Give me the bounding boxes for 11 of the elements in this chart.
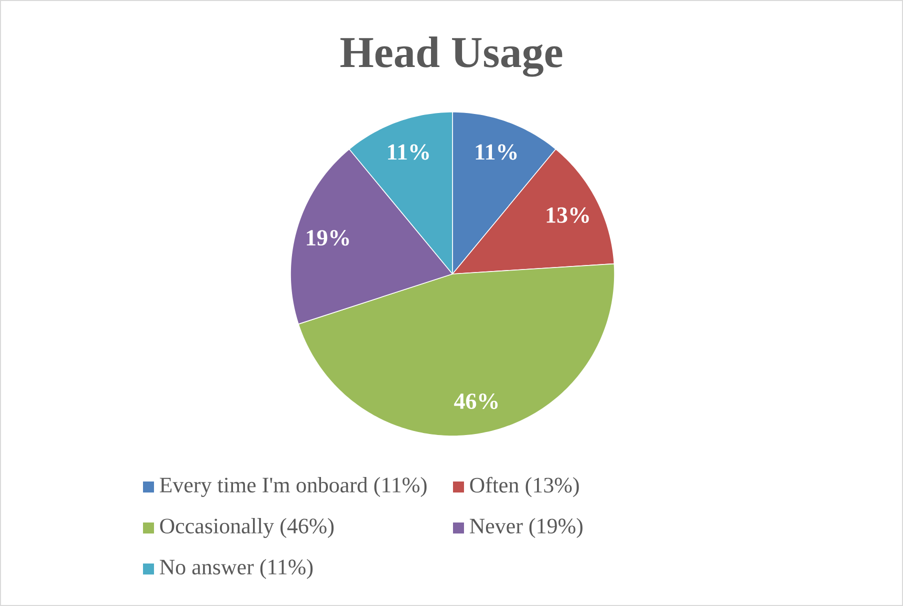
- chart-title: Head Usage: [340, 36, 562, 77]
- legend-label: Often (13%): [470, 476, 579, 498]
- data-label: 46%: [454, 393, 498, 410]
- legend-label: No answer (11%): [160, 559, 313, 579]
- legend-label: Occasionally (46%): [160, 518, 334, 538]
- data-label: 13%: [546, 207, 589, 223]
- data-label: 11%: [476, 144, 517, 160]
- legend-label: Never (19%): [470, 518, 582, 538]
- data-label: 11%: [388, 144, 429, 160]
- legend-label: Every time I'm onboard (11%): [160, 477, 427, 498]
- data-label: 19%: [306, 230, 349, 246]
